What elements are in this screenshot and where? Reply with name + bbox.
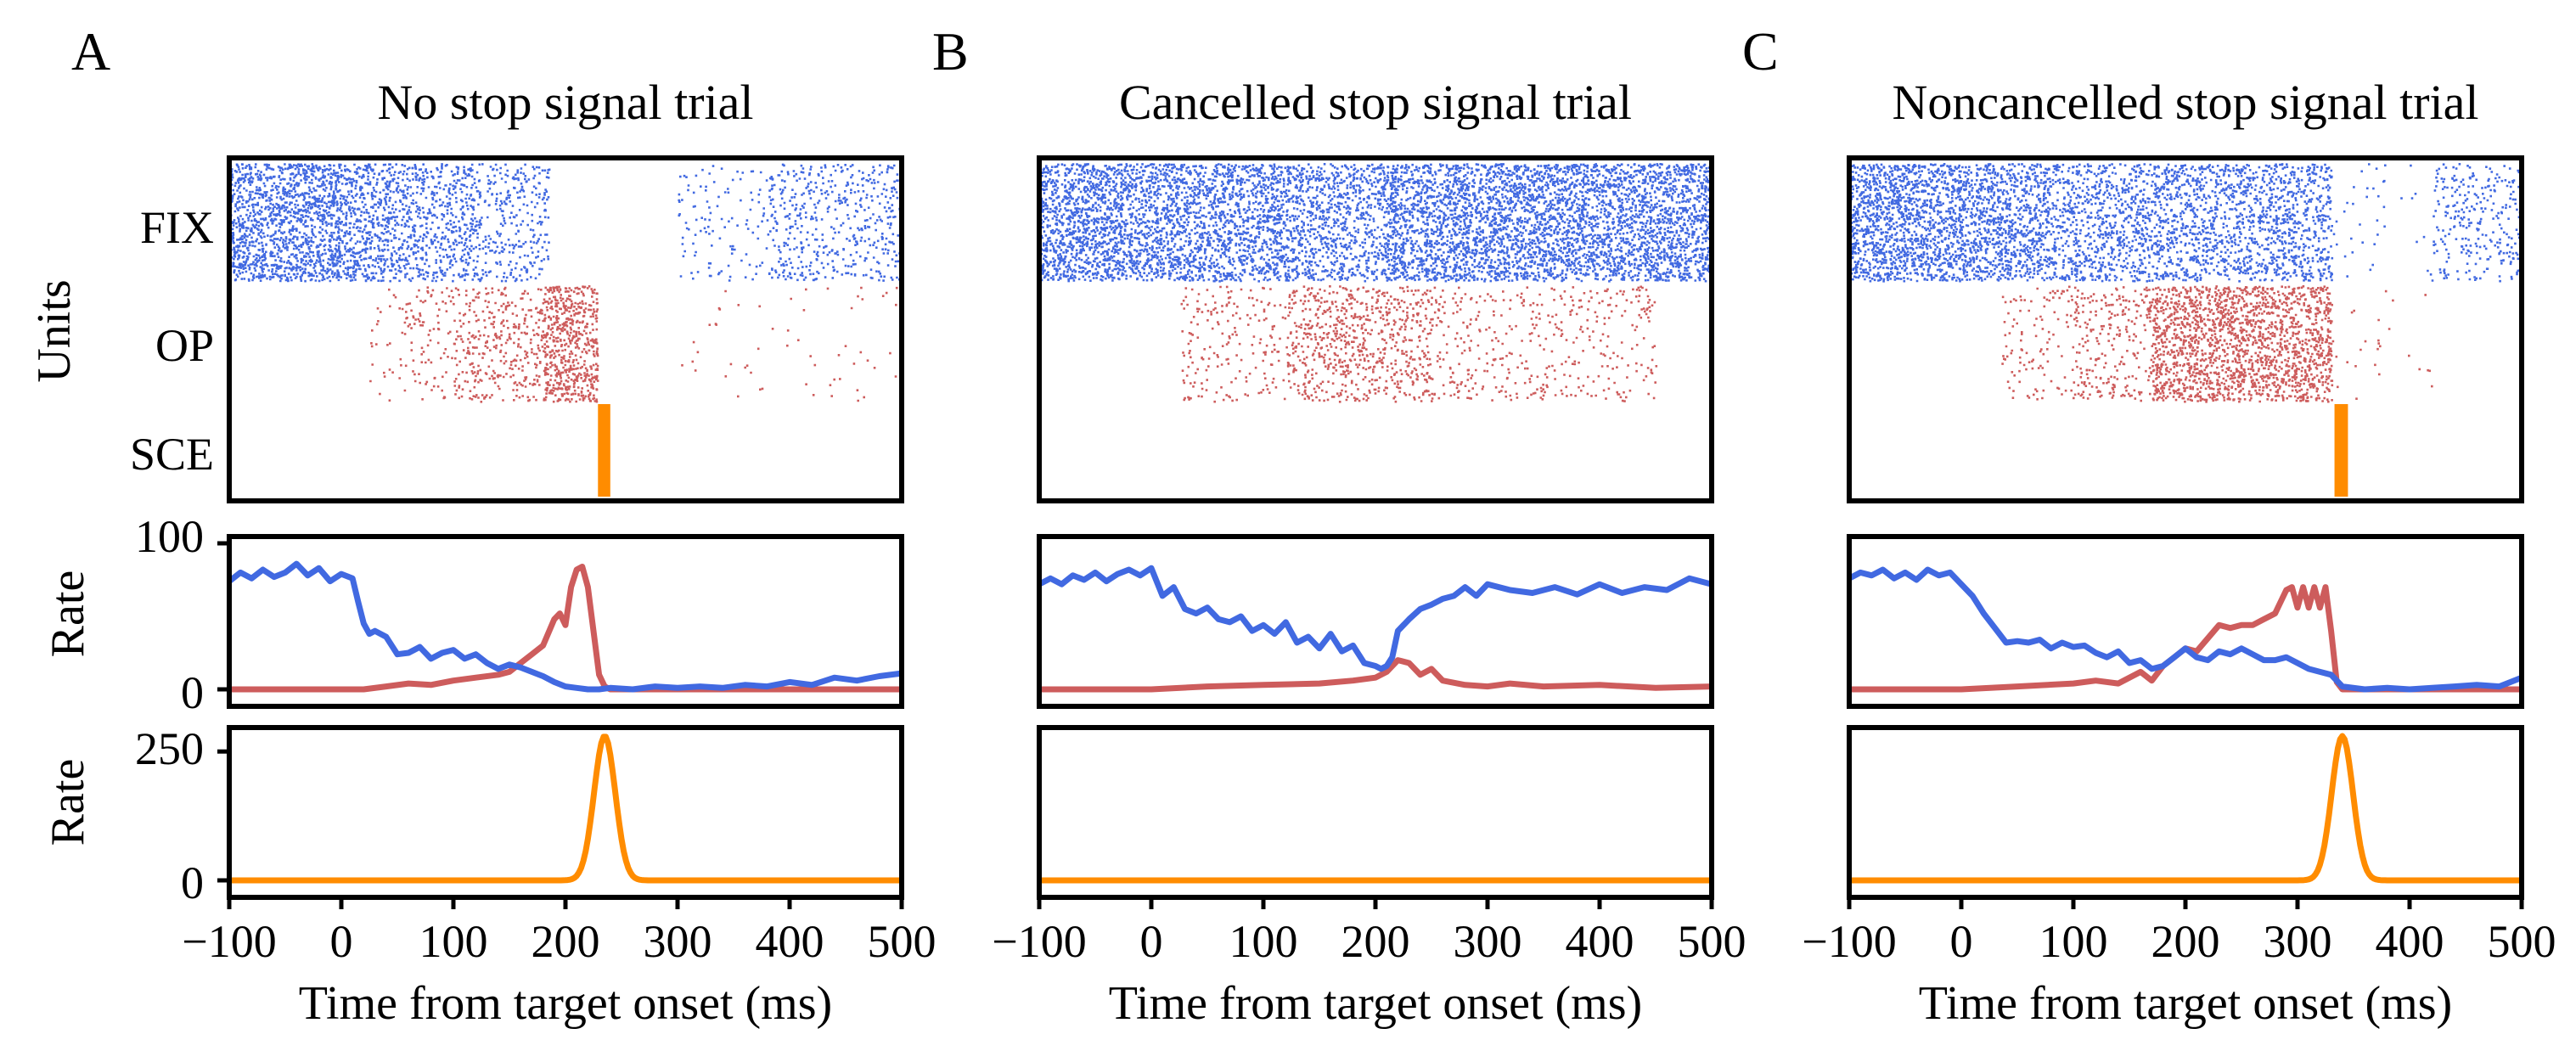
xtick-label-c: 400 [2376,916,2444,967]
sce-rate-plot-b [1037,725,1714,900]
rate-plot-a [217,534,904,709]
xtick-label-c: 100 [2039,916,2108,967]
sce-rate-line-a [228,733,903,884]
xtick-label-c: −100 [1802,916,1896,967]
spikes-fix-a [229,163,903,283]
sce-rate-plot-c [1847,725,2524,900]
xtick-label-a: −100 [182,916,276,967]
panel-b: B Cancelled stop signal trial −100 0 100 20… [932,21,1746,1030]
x-axis-a: −100 0 100 200 300 400 500 [182,897,936,967]
panel-a: A No stop signal trial −100 0 100 200 300 400… [71,21,936,1030]
raster-plot-b [1037,155,1714,503]
unit-label-sce: SCE [130,429,214,480]
rate-frame-a [227,534,904,709]
sce-ytick-250: 250 [135,723,204,774]
spikes-fix-b [1039,163,1714,283]
sce-rate-line-c [1848,733,2523,884]
xtick-label-a: 300 [644,916,712,967]
xtick-label-a: 500 [868,916,936,967]
xtick-label-a: 200 [532,916,600,967]
sce-ytick-0: 0 [181,857,204,908]
spikes-op-a [369,285,903,403]
xtick-label-a: 400 [756,916,824,967]
sce-rate-plot-a [217,725,904,900]
sce-frame-c [1847,725,2524,900]
rate-plot-c [1847,534,2524,709]
sce-frame-b [1037,725,1714,900]
sce-rate-axis-label: Rate [42,759,94,846]
panel-letter-c: C [1742,21,1779,81]
panel-letter-a: A [71,21,110,81]
rate-line-op-b [1039,657,1713,693]
panel-title-c: Noncancelled stop signal trial [1893,75,2479,130]
raster-frame-c [1847,155,2524,503]
xtick-label-b: 300 [1454,916,1522,967]
raster-frame-b [1037,155,1714,503]
rate-frame-c [1847,534,2524,709]
unit-label-op: OP [155,320,214,371]
panel-title-a: No stop signal trial [377,75,753,130]
panel-title-b: Cancelled stop signal trial [1119,75,1632,130]
spikes-op-c [2001,285,2433,403]
x-axis-label-c: Time from target onset (ms) [1919,977,2452,1030]
rate-plot-b [1037,534,1714,709]
xtick-label-a: 100 [419,916,488,967]
raster-plot-c [1847,155,2524,503]
unit-label-fix: FIX [140,202,214,253]
spikes-op-b [1180,285,1658,403]
rate-axis-label: Rate [42,570,94,658]
xtick-label-b: −100 [992,916,1086,967]
panel-letter-b: B [932,21,969,81]
xtick-label-c: 0 [1950,916,1973,967]
xtick-label-b: 400 [1566,916,1634,967]
xtick-label-c: 300 [2264,916,2332,967]
x-axis-b: −100 0 100 200 300 400 500 [992,897,1746,967]
x-axis-label-b: Time from target onset (ms) [1109,977,1642,1030]
rate-line-fix-c [1848,566,2523,693]
spikes-sce-a [598,404,610,497]
spikes-sce-c [2334,404,2348,497]
rate-ytick-0: 0 [181,667,204,718]
rate-line-fix-a [227,560,903,693]
x-axis-label-a: Time from target onset (ms) [299,977,832,1030]
xtick-label-b: 500 [1678,916,1746,967]
rate-ytick-100: 100 [135,511,204,562]
xtick-label-c: 500 [2488,916,2556,967]
raster-plot-a [227,155,904,503]
rate-line-op-a [229,564,902,693]
raster-frame-a [227,155,904,503]
xtick-label-b: 200 [1341,916,1410,967]
rate-line-fix-b [1038,565,1713,672]
panel-c: C Noncancelled stop signal trial −100 0 10… [1742,21,2556,1030]
xtick-label-b: 0 [1140,916,1163,967]
xtick-label-b: 100 [1229,916,1298,967]
rate-line-op-c [1849,584,2522,693]
xtick-label-a: 0 [330,916,353,967]
sce-frame-a [227,725,904,900]
units-axis-label: Units [28,279,81,382]
spikes-fix-c [1849,163,2524,283]
rate-frame-b [1037,534,1714,709]
xtick-label-c: 200 [2151,916,2220,967]
x-axis-c: −100 0 100 200 300 400 500 [1802,897,2556,967]
